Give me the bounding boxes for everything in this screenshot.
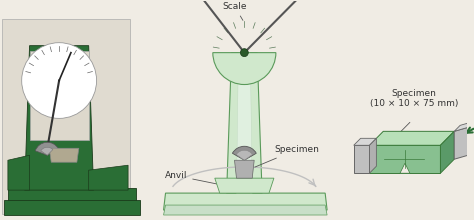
Text: End of
swing: End of swing <box>0 219 1 220</box>
Polygon shape <box>8 155 29 190</box>
Polygon shape <box>164 205 327 215</box>
Text: Specimen
(10 × ​10 × 75 mm): Specimen (10 × ​10 × 75 mm) <box>370 89 458 108</box>
Polygon shape <box>369 131 454 145</box>
Polygon shape <box>49 148 79 162</box>
Polygon shape <box>8 188 136 210</box>
Polygon shape <box>454 121 474 131</box>
Wedge shape <box>213 53 276 84</box>
Polygon shape <box>25 46 93 190</box>
Polygon shape <box>227 53 262 193</box>
Polygon shape <box>369 138 376 173</box>
Polygon shape <box>454 127 468 159</box>
Polygon shape <box>4 200 140 215</box>
Polygon shape <box>89 165 128 190</box>
Text: Pendulum: Pendulum <box>0 219 1 220</box>
Polygon shape <box>354 138 376 145</box>
Wedge shape <box>236 150 253 160</box>
Polygon shape <box>29 51 89 140</box>
Circle shape <box>240 49 248 57</box>
Text: Specimen: Specimen <box>255 145 319 167</box>
Polygon shape <box>369 145 440 173</box>
FancyBboxPatch shape <box>2 19 130 214</box>
Text: Starting position: Starting position <box>0 219 1 220</box>
Wedge shape <box>35 142 58 155</box>
Circle shape <box>22 43 97 118</box>
Polygon shape <box>215 178 274 193</box>
Polygon shape <box>164 193 327 210</box>
Polygon shape <box>440 131 454 173</box>
Text: Scale: Scale <box>222 2 247 20</box>
Polygon shape <box>400 163 410 173</box>
Wedge shape <box>232 146 256 160</box>
Wedge shape <box>41 147 53 155</box>
Polygon shape <box>354 145 369 173</box>
Polygon shape <box>237 53 252 193</box>
Text: Hammer: Hammer <box>0 219 1 220</box>
Polygon shape <box>235 160 254 178</box>
Text: Anvil: Anvil <box>164 171 220 185</box>
